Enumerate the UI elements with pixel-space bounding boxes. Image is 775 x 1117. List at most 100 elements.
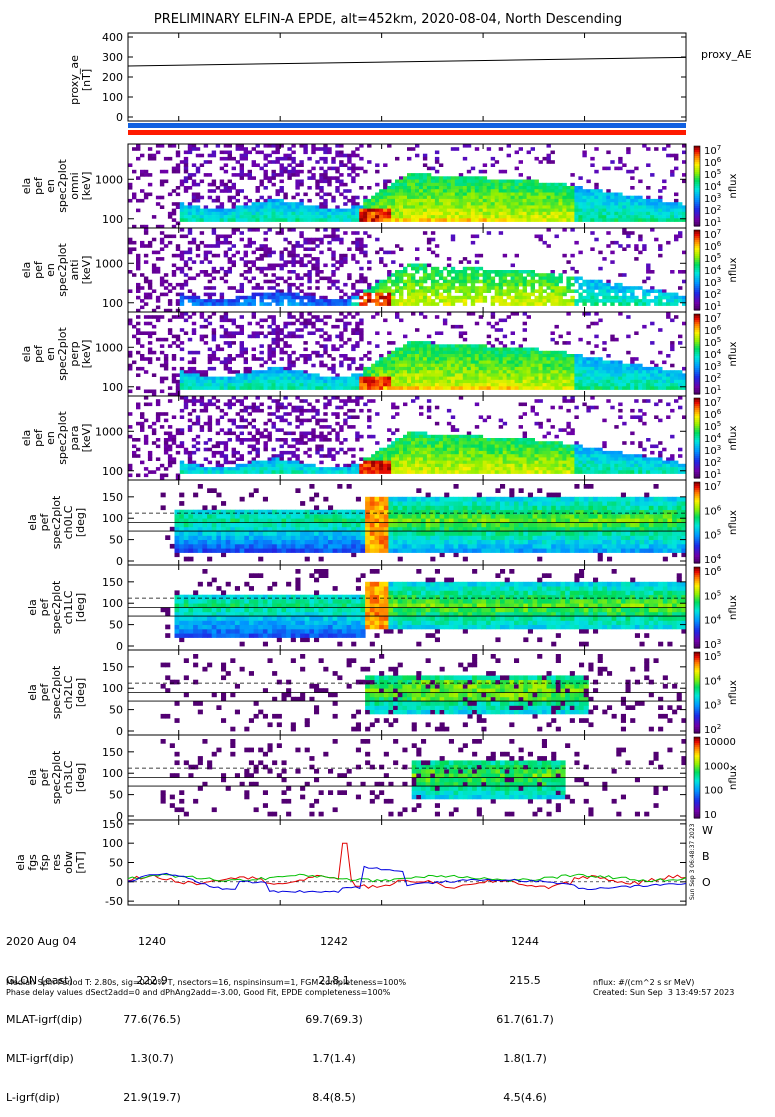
spec-cell — [383, 380, 387, 384]
spec-cell — [551, 277, 555, 281]
spec-cell — [503, 289, 507, 293]
spec-cell — [272, 331, 276, 335]
spec-cell — [642, 370, 646, 374]
spec-cell — [407, 173, 411, 177]
spec-cell — [351, 151, 355, 155]
spec-cell — [662, 383, 666, 387]
spec-cell — [272, 286, 276, 290]
spec-cell — [260, 380, 264, 384]
spec-cell — [224, 209, 228, 213]
spec-cell — [287, 377, 291, 381]
spec-cell — [172, 415, 176, 419]
spec-cell — [184, 331, 188, 335]
spec-cell — [291, 293, 295, 297]
spec-cell — [507, 377, 511, 381]
spec-cell — [407, 383, 411, 387]
spec-cell — [268, 202, 272, 206]
spec-cell — [491, 183, 495, 187]
spec-cell — [351, 331, 355, 335]
spec-cell — [439, 176, 443, 180]
spec-cell — [184, 176, 188, 180]
spec-cell — [311, 238, 315, 242]
spec-cell — [503, 180, 507, 184]
spec-cell — [543, 370, 547, 374]
spec-cell — [543, 383, 547, 387]
spec-cell — [180, 302, 184, 306]
spec-cell — [355, 367, 359, 371]
spec-cell — [268, 218, 272, 222]
spec-cell — [555, 202, 559, 206]
spec-cell — [276, 147, 280, 151]
spec-cell — [443, 267, 447, 271]
spec-cell — [491, 215, 495, 219]
spec-cell — [630, 231, 634, 235]
spec-cell — [347, 209, 351, 213]
spec-cell — [431, 280, 435, 284]
spec-cell — [363, 386, 367, 390]
spec-cell — [136, 176, 140, 180]
spec-cell — [315, 147, 319, 151]
spec-cell — [507, 218, 511, 222]
spec-cell — [578, 286, 582, 290]
spec-cell — [244, 386, 248, 390]
spec-cell — [443, 209, 447, 213]
spec-cell — [626, 218, 630, 222]
spec-cell — [543, 202, 547, 206]
spec-cell — [323, 364, 327, 368]
spec-cell — [192, 351, 196, 355]
spec-cell — [598, 383, 602, 387]
spec-cell — [471, 196, 475, 200]
spec-cell — [562, 373, 566, 377]
spec-cell — [299, 163, 303, 167]
spec-cell — [387, 205, 391, 209]
spec-cell — [654, 373, 658, 377]
spec-cell — [415, 367, 419, 371]
spec-cell — [339, 344, 343, 348]
spec-cell — [264, 202, 268, 206]
spec-cell — [570, 215, 574, 219]
spec-cell — [559, 199, 563, 203]
spec-cell — [646, 215, 650, 219]
spec-cell — [164, 441, 168, 445]
spec-cell — [152, 215, 156, 219]
spec-cell — [670, 270, 674, 274]
spec-cell — [299, 235, 303, 239]
spec-cell — [443, 357, 447, 361]
spec-cell — [447, 180, 451, 184]
spec-cell — [188, 257, 192, 261]
spec-cell — [287, 260, 291, 264]
spec-cell — [283, 370, 287, 374]
spec-cell — [403, 361, 407, 365]
spec-cell — [311, 257, 315, 261]
spec-cell — [152, 428, 156, 432]
spec-cell — [511, 180, 515, 184]
spec-cell — [598, 373, 602, 377]
spec-cell — [650, 199, 654, 203]
spec-cell — [475, 373, 479, 377]
spec-cell — [216, 199, 220, 203]
spec-cell — [236, 380, 240, 384]
spec-cell — [467, 180, 471, 184]
spec-cell — [590, 189, 594, 193]
spec-cell — [407, 373, 411, 377]
spec-cell — [303, 341, 307, 345]
spec-cell — [164, 448, 168, 452]
spec-cell — [483, 386, 487, 390]
spec-cell — [315, 383, 319, 387]
spec-cell — [359, 377, 363, 381]
spec-cell — [459, 380, 463, 384]
spec-cell — [276, 231, 280, 235]
spec-cell — [519, 302, 523, 306]
spec-cell — [483, 180, 487, 184]
spec-cell — [451, 351, 455, 355]
spec-cell — [634, 296, 638, 300]
spec-cell — [248, 377, 252, 381]
spec-cell — [479, 205, 483, 209]
spec-cell — [551, 205, 555, 209]
spec-cell — [491, 186, 495, 190]
spec-cell — [395, 299, 399, 303]
spec-cell — [148, 286, 152, 290]
spec-cell — [439, 293, 443, 297]
spec-cell — [614, 209, 618, 213]
spec-cell — [463, 257, 467, 261]
